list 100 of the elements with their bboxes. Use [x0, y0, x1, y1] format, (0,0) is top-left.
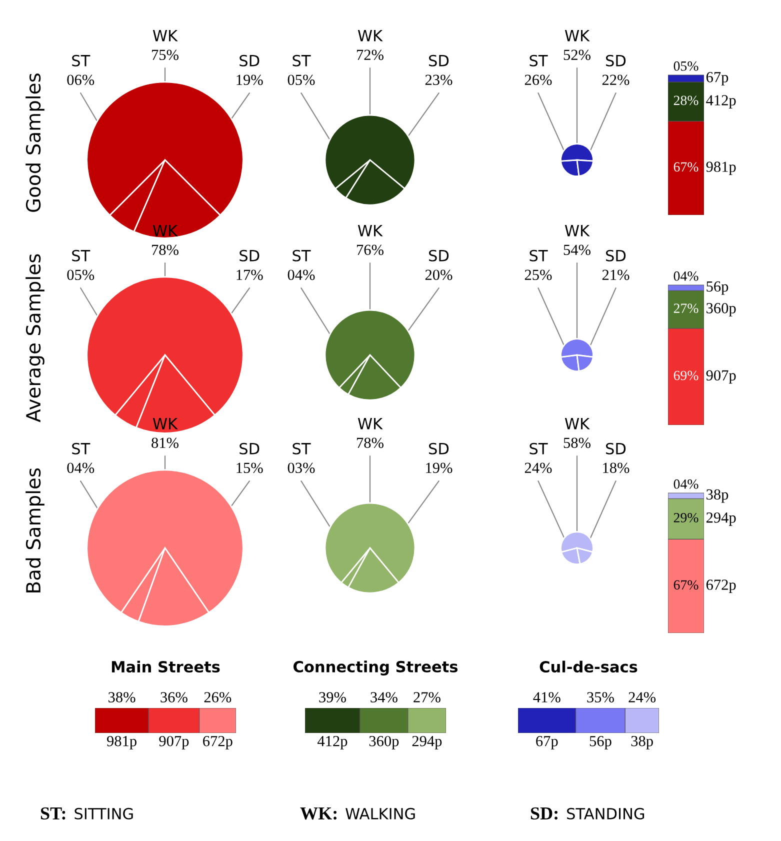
- slice-label: ST: [292, 442, 311, 454]
- text: 67p: [536, 736, 558, 750]
- data-label: 67%: [674, 162, 698, 172]
- slice-label: WK: [152, 225, 178, 236]
- slice-label: WK: [358, 418, 383, 430]
- slice-label: SD: [606, 54, 626, 66]
- data-label: 05%: [674, 61, 698, 71]
- data-label: 04%: [674, 479, 698, 489]
- data-label: 19%: [236, 74, 263, 86]
- slice-label: SD: [240, 250, 260, 262]
- slice-label: WK: [152, 418, 178, 430]
- slice-label: WK: [564, 30, 590, 42]
- data-label: 18%: [603, 462, 630, 474]
- data-label: 25%: [524, 270, 552, 280]
- data-label: 26%: [204, 692, 232, 702]
- text: 67p: [706, 72, 728, 86]
- text: Good Samples: [26, 74, 44, 212]
- data-label: 04%: [674, 271, 698, 281]
- text: SITTING: [74, 808, 133, 820]
- text: 360p: [369, 736, 399, 750]
- text: STANDING: [567, 808, 644, 820]
- slice-label: SD: [429, 250, 449, 262]
- data-label: 34%: [370, 692, 398, 702]
- data-label: 67%: [674, 580, 698, 590]
- text: 412p: [318, 736, 348, 750]
- slice-label: ST: [530, 442, 548, 454]
- slice-label: SD: [429, 442, 449, 454]
- data-label: 28%: [674, 96, 698, 106]
- data-label: 41%: [533, 692, 560, 702]
- text: 56p: [706, 281, 728, 295]
- data-label: 04%: [288, 270, 315, 280]
- chart-title: Connecting Streets: [294, 660, 458, 676]
- slice-label: WK: [564, 418, 590, 430]
- data-label: 03%: [288, 462, 315, 474]
- data-label: 05%: [288, 74, 315, 86]
- chart-title: Cul-de-sacs: [540, 660, 638, 673]
- data-label: 76%: [357, 244, 384, 256]
- data-label: 04%: [67, 462, 94, 474]
- slice-label: ST: [292, 250, 311, 262]
- slice-label: ST: [72, 250, 90, 262]
- data-label: 78%: [152, 244, 178, 256]
- text: 672p: [203, 736, 232, 750]
- data-label: 36%: [160, 692, 188, 702]
- slice-label: WK: [564, 225, 590, 236]
- slice-label: ST: [72, 54, 90, 66]
- data-label: 19%: [426, 462, 452, 474]
- slice-label: WK: [358, 225, 383, 236]
- text: Average Samples: [26, 254, 44, 422]
- data-label: 69%: [674, 370, 698, 380]
- slice-label: SD: [606, 442, 626, 454]
- text: 294p: [412, 736, 442, 750]
- data-label: 06%: [67, 74, 94, 86]
- slice-label: SD: [240, 54, 260, 66]
- data-label: 20%: [425, 270, 452, 280]
- text: WK:: [300, 808, 336, 820]
- slice-label: WK: [358, 30, 383, 42]
- text: SD:: [530, 807, 558, 820]
- text: 56p: [590, 736, 612, 750]
- text: 981p: [706, 162, 736, 176]
- data-label: 15%: [236, 462, 263, 474]
- data-label: 58%: [564, 438, 590, 448]
- slice-label: SD: [240, 442, 260, 454]
- data-label: 52%: [564, 50, 590, 60]
- text: 412p: [706, 95, 736, 109]
- data-label: 27%: [414, 692, 440, 702]
- data-label: 23%: [425, 74, 452, 86]
- data-label: 17%: [236, 270, 263, 280]
- data-label: 78%: [357, 438, 384, 448]
- slice-label: ST: [530, 250, 548, 262]
- data-label: 22%: [602, 74, 630, 86]
- data-label: 26%: [524, 74, 552, 86]
- slice-label: WK: [152, 30, 178, 42]
- data-label: 38%: [108, 692, 136, 702]
- slice-label: ST: [530, 54, 548, 66]
- data-label: 54%: [564, 244, 590, 256]
- slice-label: ST: [72, 442, 90, 454]
- text: ST:: [40, 807, 66, 820]
- data-label: 27%: [674, 304, 698, 314]
- text: Bad Samples: [26, 468, 44, 592]
- text: WALKING: [346, 808, 415, 820]
- text: 294p: [706, 512, 736, 526]
- data-label: 72%: [357, 50, 384, 60]
- slice-label: SD: [606, 250, 626, 262]
- text: 907p: [159, 736, 189, 750]
- text: 907p: [706, 370, 736, 384]
- data-label: 24%: [524, 462, 552, 474]
- text: 981p: [107, 736, 136, 750]
- slice-label: ST: [292, 54, 311, 66]
- data-label: 05%: [67, 270, 94, 280]
- text: 38p: [706, 489, 728, 503]
- data-label: 29%: [674, 513, 698, 522]
- data-label: 35%: [587, 692, 614, 702]
- text: 38p: [631, 736, 653, 750]
- data-label: 24%: [628, 692, 656, 702]
- data-label: 75%: [152, 50, 178, 60]
- data-label: 21%: [602, 270, 630, 280]
- chart-title: Main Streets: [112, 660, 220, 673]
- data-label: 39%: [319, 692, 346, 702]
- text: 360p: [706, 303, 736, 316]
- slice-label: SD: [429, 54, 449, 66]
